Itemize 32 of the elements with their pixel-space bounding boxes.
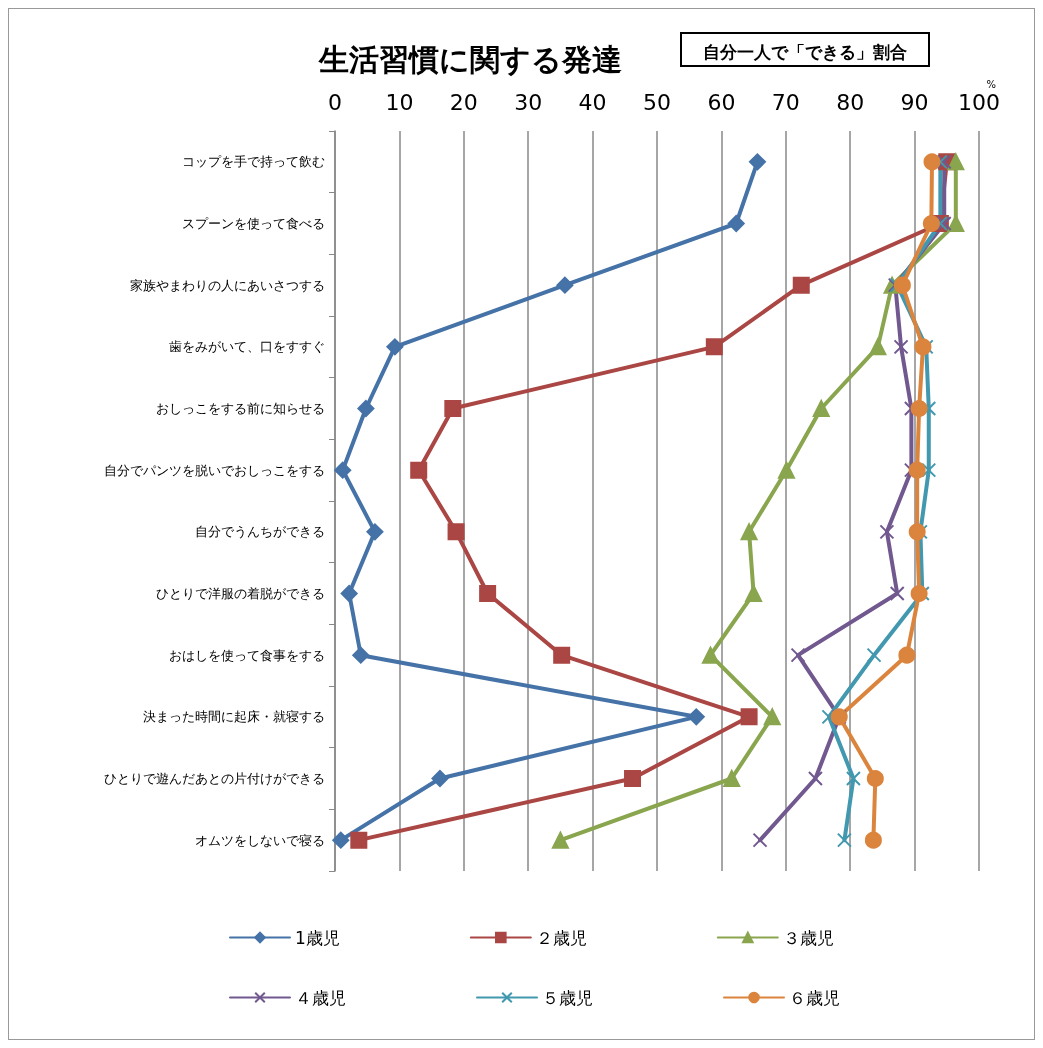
x-tick-label: 50	[643, 89, 671, 115]
y-tick-label: オムツをしないで寝る	[195, 832, 325, 848]
x-tick-label: 60	[707, 89, 736, 115]
y-tick-label: 歯をみがいて、口をすすぐ	[169, 339, 325, 355]
text: %	[986, 78, 997, 90]
y-tick-label: スプーンを使って食べる	[182, 216, 325, 231]
legend-label: ６歳児	[789, 987, 840, 1008]
y-tick-label: 自分でうんちができる	[195, 524, 325, 540]
x-tick-label: 100	[958, 89, 1000, 115]
x-tick-label: 10	[385, 89, 414, 115]
y-tick-label: 決まった時間に起床・就寝する	[143, 709, 325, 725]
x-tick-label: 80	[836, 89, 865, 115]
y-tick-label: コップを手で持って飲む	[182, 154, 325, 170]
legend-label: ４歳児	[295, 987, 346, 1008]
chart-subtitle: 自分一人で「できる」割合	[703, 41, 907, 62]
y-tick-label: ひとりで洋服の着脱ができる	[156, 586, 325, 601]
y-tick-label: 自分でパンツを脱いでおしっこをする	[104, 462, 325, 478]
legend-label: ２歳児	[535, 927, 587, 948]
legend-label: ５歳児	[542, 987, 593, 1008]
legend-label: ３歳児	[782, 927, 834, 948]
x-tick-label: 40	[578, 89, 607, 115]
x-tick-label: 90	[900, 89, 929, 115]
y-tick-label: 家族やまわりの人にあいさつする	[130, 277, 325, 293]
x-tick-label: 30	[514, 89, 543, 115]
legend-label: 1歳児	[295, 927, 340, 948]
y-tick-label: おしっこをする前に知らせる	[156, 401, 325, 416]
x-tick-label: 20	[449, 89, 478, 115]
y-tick-label: おはしを使って食事をする	[169, 647, 325, 663]
chart-title: 生活習慣に関する発達	[318, 41, 622, 77]
x-tick-label: 70	[771, 89, 800, 115]
x-tick-label: 0	[328, 89, 342, 115]
y-tick-label: ひとりで遊んだあとの片付けができる	[104, 771, 325, 786]
